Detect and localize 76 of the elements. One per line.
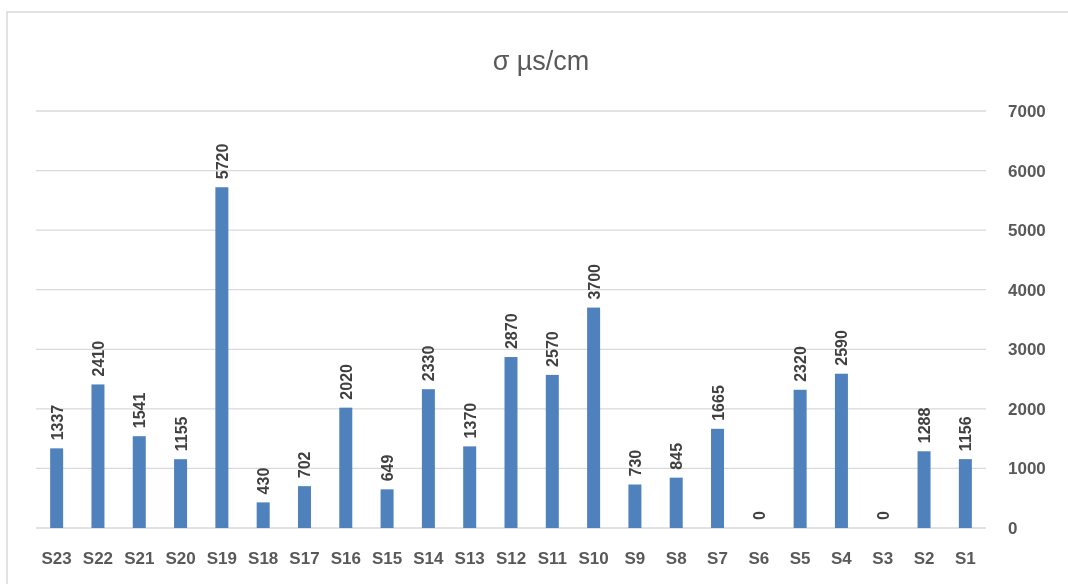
chart-title: σ µs/cm <box>492 46 590 76</box>
y-tick-label: 3000 <box>1008 340 1046 360</box>
data-label: 1288 <box>916 407 934 444</box>
data-label: 1370 <box>461 402 479 439</box>
bar <box>711 428 725 528</box>
x-tick-label: S20 <box>165 549 196 568</box>
bar <box>215 187 229 528</box>
bar <box>669 477 683 528</box>
bar <box>339 407 353 528</box>
bar <box>380 489 394 528</box>
bar <box>50 448 64 528</box>
bar <box>297 486 311 528</box>
bar <box>587 307 601 528</box>
x-tick-label: S13 <box>454 549 485 568</box>
data-label: 0 <box>750 511 768 520</box>
data-label: 1155 <box>172 416 190 452</box>
data-label: 3700 <box>585 263 603 300</box>
data-label: 1665 <box>709 385 727 421</box>
y-tick-label: 2000 <box>1008 399 1046 419</box>
x-tick-label: S21 <box>124 549 155 568</box>
y-tick-label: 0 <box>1008 518 1018 538</box>
data-label: 2590 <box>833 330 851 366</box>
bar <box>958 459 972 528</box>
x-tick-label: S3 <box>872 549 894 568</box>
x-tick-label: S23 <box>41 549 72 568</box>
bar <box>917 451 931 528</box>
x-tick-label: S15 <box>371 549 403 568</box>
x-tick-label: S11 <box>537 549 567 568</box>
data-label: 845 <box>668 442 686 470</box>
y-tick-label: 5000 <box>1008 221 1046 241</box>
x-tick-label: S12 <box>495 549 527 568</box>
data-label: 2570 <box>544 331 562 367</box>
x-tick-label: S5 <box>789 549 811 568</box>
bar <box>834 373 848 528</box>
bar <box>793 389 807 528</box>
data-label: 2320 <box>792 346 810 382</box>
data-label: 5720 <box>213 143 231 180</box>
x-tick-label: S2 <box>913 549 935 568</box>
data-label: 0 <box>874 511 892 520</box>
x-tick-label: S1 <box>954 549 976 568</box>
data-label: 2330 <box>420 345 438 382</box>
x-tick-label: S7 <box>707 549 728 568</box>
data-label: 702 <box>296 451 314 479</box>
data-label: 2410 <box>89 340 107 377</box>
y-tick-label: 4000 <box>1008 280 1046 300</box>
data-label: 1156 <box>957 416 975 452</box>
bar <box>174 459 188 528</box>
bar <box>132 436 146 528</box>
x-tick-label: S10 <box>578 549 609 568</box>
data-label: 2020 <box>337 363 355 400</box>
x-tick-label: S4 <box>831 549 853 568</box>
x-tick-label: S8 <box>665 549 687 568</box>
x-tick-label: S19 <box>206 549 237 568</box>
x-tick-label: S22 <box>82 549 114 568</box>
x-tick-label: S16 <box>330 549 361 568</box>
bar <box>628 484 642 528</box>
data-label: 2870 <box>503 313 520 350</box>
bar <box>256 502 270 528</box>
x-tick-label: S9 <box>624 549 646 568</box>
x-tick-label: S18 <box>248 549 279 568</box>
data-label: 1541 <box>131 392 149 429</box>
bar <box>463 446 477 528</box>
data-label: 649 <box>379 454 397 482</box>
data-label: 730 <box>626 449 644 477</box>
x-tick-label: S14 <box>413 549 445 568</box>
y-tick-label: 1000 <box>1008 459 1046 479</box>
y-tick-label: 6000 <box>1008 161 1046 181</box>
y-tick-label: 7000 <box>1008 101 1046 121</box>
x-tick-label: S6 <box>748 549 770 568</box>
x-tick-label: S17 <box>289 549 320 568</box>
data-label: 1337 <box>48 404 66 441</box>
data-label: 430 <box>255 467 273 495</box>
bar <box>504 357 518 528</box>
bar <box>91 384 105 528</box>
bar <box>421 389 435 528</box>
bar <box>545 374 559 528</box>
